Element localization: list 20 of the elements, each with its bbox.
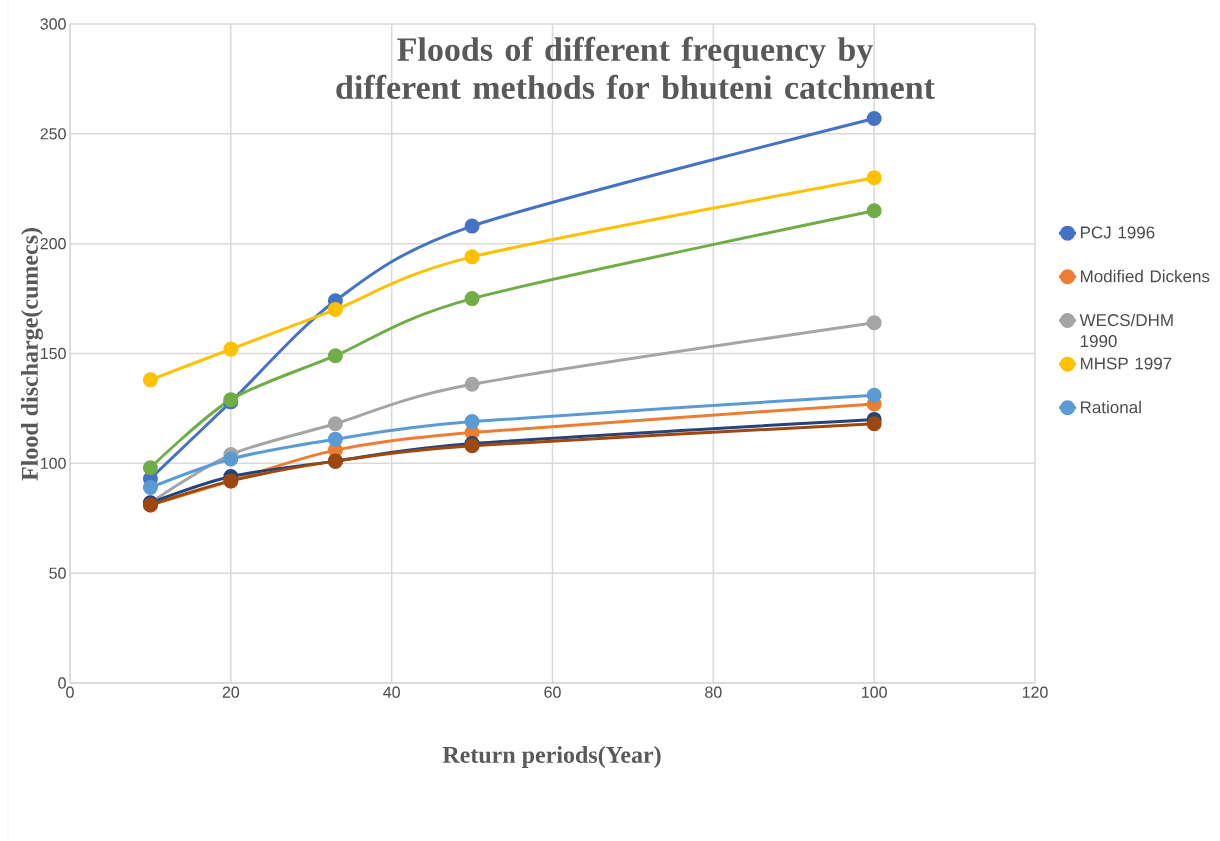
x-tick-label: 120: [1022, 686, 1048, 698]
x-tick-label: 20: [222, 686, 240, 698]
legend-label: WECS/DHM 1990: [1079, 313, 1173, 348]
y-tick-label: 0: [58, 677, 66, 689]
text: Floods of different frequency by different methods for bhuteni catchment: [336, 36, 935, 100]
x-tick-label: 0: [66, 686, 74, 698]
y-tick-label: 50: [49, 567, 66, 579]
legend-label: PCJ 1996: [1080, 226, 1155, 239]
y-tick-label: 100: [41, 457, 66, 469]
legend-label: Rational: [1080, 400, 1141, 414]
x-tick-label: 100: [862, 686, 887, 698]
legend-label: Modified Dickens: [1080, 269, 1210, 283]
x-axis-title: Return periods(Year): [442, 746, 661, 768]
x-tick-label: 80: [705, 686, 722, 698]
y-tick-label: 300: [40, 18, 66, 30]
y-tick-label: 150: [41, 347, 66, 360]
y-tick-label: 250: [40, 128, 66, 140]
x-tick-label: 60: [544, 686, 561, 698]
legend-label: MHSP 1997: [1080, 357, 1172, 370]
x-tick-label: 40: [383, 686, 400, 698]
